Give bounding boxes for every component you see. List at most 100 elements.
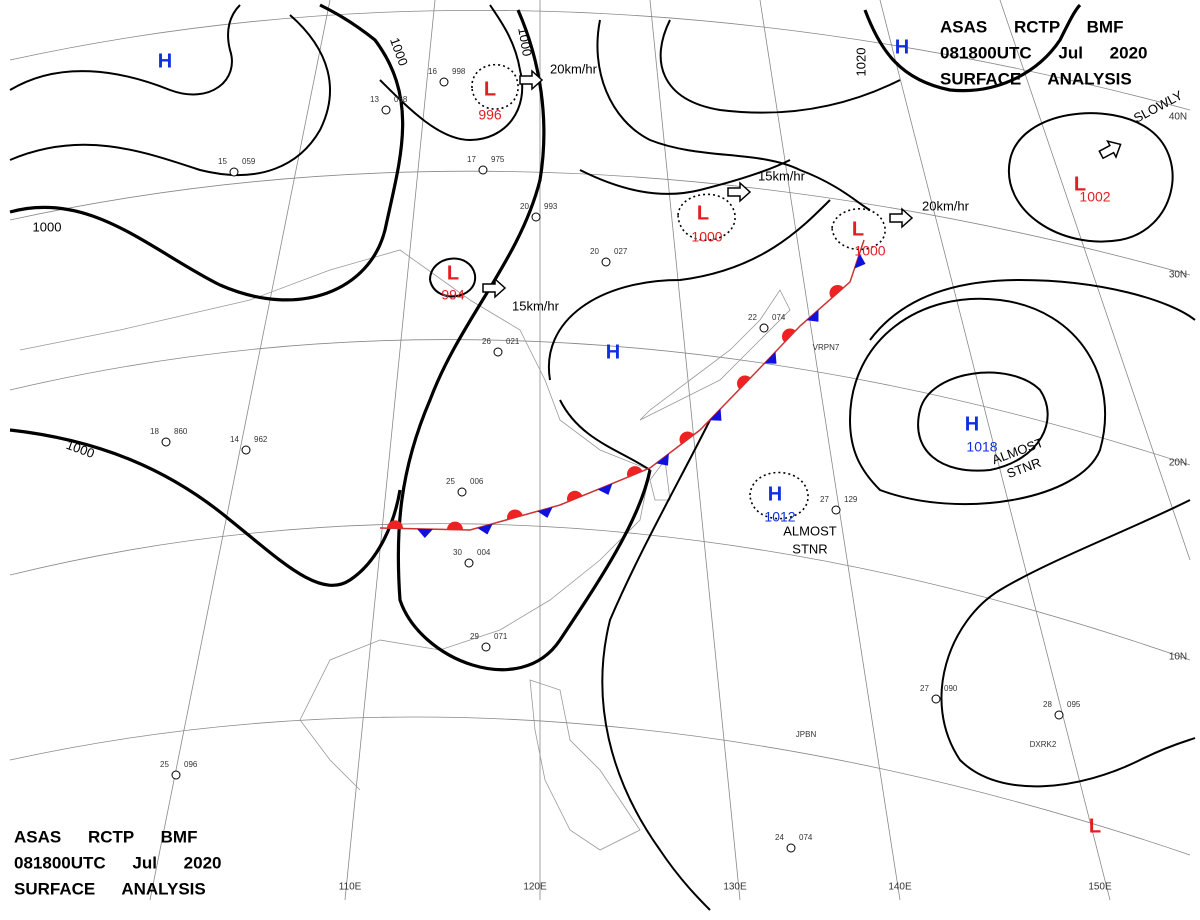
- station-pressure: 059: [242, 157, 256, 166]
- station-temp: 17: [467, 155, 476, 164]
- latitude-label: 40N: [1169, 112, 1187, 123]
- station-pressure: 962: [254, 435, 268, 444]
- station-circle: [464, 558, 474, 568]
- station-circle: [601, 257, 611, 267]
- note: STNR: [792, 541, 827, 556]
- pressure-symbol: H: [768, 483, 782, 505]
- station-temp: 20: [590, 247, 599, 256]
- station-circle: [241, 445, 251, 455]
- warm-front-symbol: [567, 490, 583, 502]
- station-pressure: 074: [799, 833, 813, 842]
- header-text: SURFACE ANALYSIS: [14, 879, 206, 898]
- ship-id: JPBN: [796, 730, 817, 739]
- station-pressure: 074: [772, 313, 786, 322]
- station-pressure: 860: [174, 427, 188, 436]
- cold-front-symbol: [806, 309, 819, 322]
- longitude-label: 140E: [888, 882, 912, 893]
- warm-front-symbol: [387, 520, 403, 529]
- motion-arrow: [482, 277, 507, 299]
- station-temp: 14: [230, 435, 239, 444]
- station-circle: [831, 505, 841, 515]
- station-circle: [229, 167, 239, 177]
- station-temp: 25: [446, 477, 455, 486]
- station-temp: 30: [453, 548, 462, 557]
- ship-id: VRPN7: [813, 343, 840, 352]
- station-temp: 20: [520, 202, 529, 211]
- pressure-value: 1000: [854, 243, 885, 259]
- station-pressure: 006: [470, 477, 484, 486]
- station-temp: 18: [150, 427, 159, 436]
- station-circle: [478, 165, 488, 175]
- pressure-symbol: L: [1074, 173, 1086, 195]
- pressure-symbol: H: [158, 50, 172, 72]
- station-circle: [161, 437, 171, 447]
- longitude-label: 120E: [523, 882, 547, 893]
- header-text: ASAS RCTP BMF: [14, 827, 197, 846]
- cold-front-symbol: [537, 507, 553, 518]
- pressure-symbol: L: [697, 202, 709, 224]
- header-text: 081800UTC Jul 2020: [14, 853, 222, 872]
- station-circle: [457, 487, 467, 497]
- pressure-symbol: L: [484, 78, 496, 100]
- motion-label: 20km/hr: [922, 198, 970, 213]
- cold-front-symbol: [417, 528, 433, 538]
- warm-front-symbol: [782, 328, 796, 343]
- isobar-label: 1000: [33, 219, 62, 234]
- pressure-value: 1018: [966, 439, 997, 455]
- station-pressure: 998: [452, 67, 466, 76]
- pressure-value: 1012: [764, 509, 795, 525]
- cold-front-symbol: [709, 408, 722, 421]
- station-circle: [1054, 710, 1064, 720]
- station-pressure: 096: [184, 760, 198, 769]
- latitude-label: 20N: [1169, 458, 1187, 469]
- cold-front-symbol: [656, 453, 669, 466]
- warm-front-symbol: [627, 466, 643, 478]
- pressure-value: 996: [478, 107, 502, 123]
- station-circle: [786, 843, 796, 853]
- warm-front-symbol: [679, 431, 694, 445]
- station-pressure: 004: [477, 548, 491, 557]
- station-circle: [759, 323, 769, 333]
- station-pressure: 095: [1067, 700, 1081, 709]
- station-pressure: 993: [544, 202, 558, 211]
- motion-label: 20km/hr: [550, 61, 598, 76]
- station-temp: 15: [218, 157, 227, 166]
- station-circle: [171, 770, 181, 780]
- pressure-symbol: H: [606, 341, 620, 363]
- header-text: SURFACE ANALYSIS: [940, 69, 1132, 88]
- motion-label: 15km/hr: [512, 298, 560, 313]
- warm-front-symbol: [737, 375, 751, 390]
- station-circle: [931, 694, 941, 704]
- ship-id: DXRK2: [1030, 740, 1057, 749]
- station-circle: [381, 105, 391, 115]
- cold-front-symbol: [477, 523, 493, 535]
- latitude-label: 10N: [1169, 652, 1187, 663]
- isobar-label: 1020: [853, 48, 868, 77]
- station-circle: [531, 212, 541, 222]
- warm-front-symbol: [507, 509, 523, 520]
- motion-arrow: [519, 69, 544, 91]
- pressure-symbol: H: [895, 36, 909, 58]
- motion-label: 15km/hr: [758, 168, 806, 183]
- pressure-value: 1000: [691, 229, 722, 245]
- pressure-value: 994: [441, 287, 465, 303]
- pressure-value: 1002: [1079, 189, 1110, 205]
- station-circle: [481, 642, 491, 652]
- station-temp: 27: [920, 684, 929, 693]
- station-temp: 28: [1043, 700, 1052, 709]
- note: ALMOST: [783, 523, 837, 538]
- motion-arrow: [1098, 139, 1122, 160]
- station-temp: 22: [748, 313, 757, 322]
- pressure-symbol: L: [852, 218, 864, 240]
- station-circle: [493, 347, 503, 357]
- station-temp: 27: [820, 495, 829, 504]
- header-text: ASAS RCTP BMF: [940, 17, 1123, 36]
- station-temp: 13: [370, 95, 379, 104]
- motion-arrow: [889, 207, 914, 229]
- longitude-label: 110E: [339, 882, 362, 893]
- station-pressure: 090: [944, 684, 958, 693]
- latitude-label: 30N: [1169, 270, 1187, 281]
- warm-front-symbol: [447, 521, 463, 530]
